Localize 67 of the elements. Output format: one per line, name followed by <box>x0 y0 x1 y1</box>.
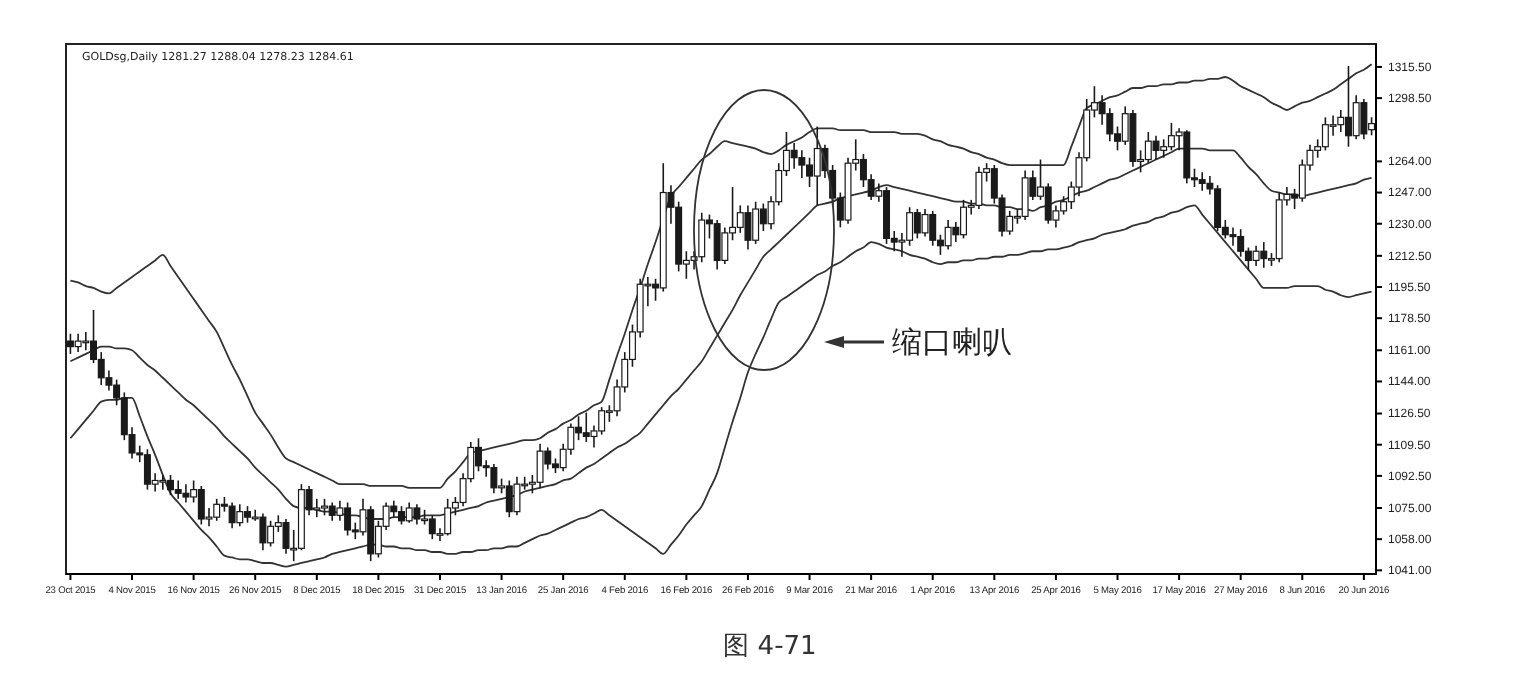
candlestick <box>698 211 706 264</box>
candlestick <box>398 505 405 526</box>
candlestick <box>1360 98 1368 141</box>
candlestick <box>1321 116 1329 152</box>
candlestick <box>713 219 721 271</box>
candlestick <box>752 200 760 245</box>
candlestick <box>228 501 236 529</box>
candlestick <box>1160 138 1168 159</box>
candlestick <box>236 503 244 528</box>
candlestick <box>1214 184 1222 232</box>
candlestick <box>513 476 521 517</box>
candlestick <box>182 483 190 504</box>
candlestick <box>197 485 205 526</box>
line-series <box>69 63 1373 489</box>
candlestick <box>582 411 590 443</box>
candlestick <box>944 219 952 251</box>
candlestick <box>921 208 929 238</box>
candlestick <box>282 518 290 555</box>
candlestick <box>405 501 413 524</box>
candlestick <box>490 463 498 495</box>
candlestick <box>328 501 336 522</box>
candlestick <box>259 512 267 551</box>
candlestick <box>1129 109 1137 168</box>
candlestick <box>159 474 167 491</box>
candlestick <box>1152 134 1160 161</box>
candlestick <box>1252 244 1260 267</box>
candlestick <box>798 149 806 179</box>
caption: 图 4-71 <box>723 632 817 662</box>
candlestick <box>1144 131 1152 164</box>
candlestick <box>474 437 482 473</box>
candlestick <box>413 503 421 526</box>
candlestick <box>1352 94 1360 141</box>
candlestick <box>1021 169 1029 221</box>
candlestick <box>1044 182 1052 225</box>
candlestick <box>444 498 452 537</box>
candlestick <box>1344 65 1352 148</box>
candlestick <box>883 186 891 245</box>
candlestick <box>505 479 513 518</box>
candlestick <box>806 156 814 188</box>
candlestick <box>1198 171 1206 192</box>
candlestick <box>1183 129 1191 185</box>
candlestick <box>813 125 821 207</box>
candlestick <box>736 204 744 234</box>
candlestick <box>975 166 983 210</box>
candlestick <box>1237 228 1245 258</box>
candlestick <box>428 514 436 540</box>
candlestick <box>1337 109 1345 133</box>
candlestick <box>344 501 352 537</box>
candlestick <box>213 498 221 522</box>
candlestick <box>174 479 182 500</box>
candlestick <box>744 204 752 251</box>
candlestick <box>721 226 729 265</box>
candlestick <box>74 332 82 353</box>
annotation: 缩口喇叭 <box>892 324 1012 360</box>
candlestick <box>82 331 90 352</box>
candlestick <box>167 474 174 496</box>
candlestick <box>367 505 375 562</box>
candlestick <box>960 199 968 240</box>
candlestick <box>1260 241 1268 269</box>
candlestick <box>1167 122 1175 152</box>
line-series <box>69 204 1373 568</box>
candlestick <box>143 448 151 491</box>
candlestick <box>267 520 275 548</box>
candlestick <box>913 208 921 240</box>
candlestick <box>536 442 544 489</box>
candlestick <box>790 142 798 170</box>
candlestick <box>929 210 937 247</box>
